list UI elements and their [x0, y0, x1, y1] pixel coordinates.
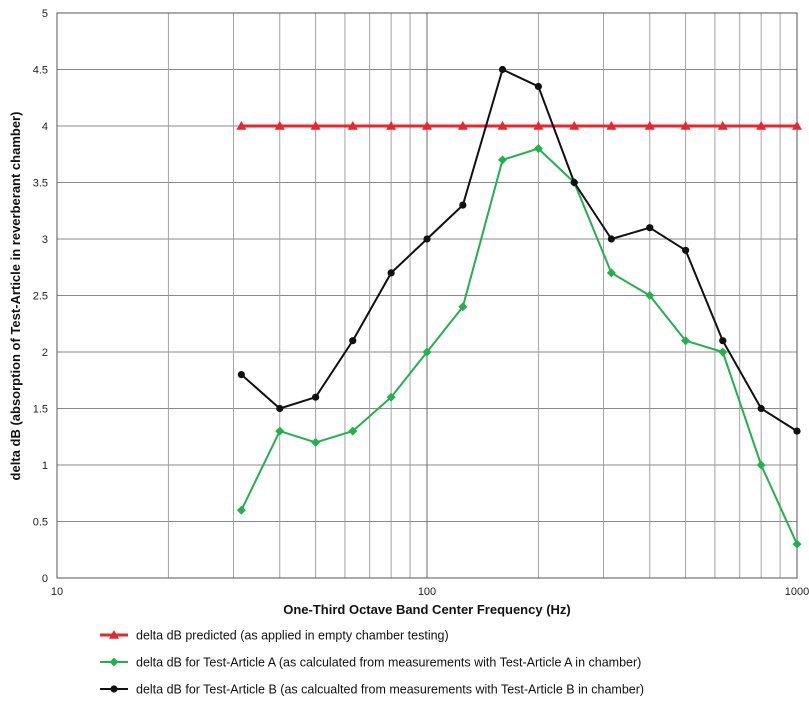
y-tick-label: 0.5: [33, 517, 48, 529]
data-point: [534, 82, 542, 91]
data-point: [646, 224, 654, 232]
y-tick-label: 5: [42, 8, 48, 20]
series: [236, 65, 802, 549]
data-point: [717, 121, 728, 130]
legend-label: delta dB for Test-Article A (as calculat…: [136, 656, 641, 670]
data-point: [756, 460, 766, 470]
data-point: [498, 155, 508, 165]
plot-frame: [56, 12, 798, 579]
data-point: [386, 121, 397, 130]
y-tick-label: 1.5: [33, 404, 48, 416]
data-point: [533, 144, 543, 154]
legend: delta dB predicted (as applied in empty …: [100, 629, 644, 697]
data-point: [681, 336, 691, 346]
data-point: [348, 426, 358, 436]
series-1: [236, 121, 802, 130]
data-point: [237, 371, 245, 379]
series-2: [236, 144, 802, 549]
x-axis-title: One-Third Octave Band Center Frequency (…: [283, 602, 571, 617]
y-tick-label: 3.5: [33, 178, 48, 190]
data-point: [645, 291, 655, 300]
data-point: [498, 65, 507, 74]
data-point: [719, 337, 727, 345]
y-tick-label: 4.5: [33, 65, 48, 77]
series-3: [237, 65, 801, 435]
data-point: [236, 505, 246, 515]
data-point: [386, 392, 396, 402]
data-point: [310, 121, 321, 130]
grid: [56, 12, 798, 579]
y-tick-label: 4: [42, 121, 48, 133]
data-point: [347, 121, 358, 130]
legend-item-2: delta dB for Test-Article A (as calculat…: [100, 656, 641, 670]
data-point: [275, 426, 285, 436]
data-point: [422, 347, 432, 357]
series-line: [240, 68, 798, 432]
legend-item-1: delta dB predicted (as applied in empty …: [100, 629, 449, 643]
data-point: [236, 121, 247, 130]
data-point: [680, 121, 691, 130]
data-point: [757, 404, 765, 413]
data-point: [349, 337, 357, 345]
data-point: [274, 121, 285, 130]
y-tick-label: 0: [42, 573, 48, 585]
y-tick-label: 2: [42, 347, 48, 359]
data-point: [792, 539, 802, 549]
y-tick-label: 3: [42, 234, 48, 246]
data-point: [109, 630, 119, 639]
data-point: [422, 121, 432, 130]
data-point: [644, 121, 655, 130]
data-point: [570, 178, 578, 187]
y-tick-label: 1: [42, 460, 48, 472]
series-line: [240, 147, 798, 545]
legend-label: delta dB for Test-Article B (as calcualt…: [136, 683, 644, 697]
x-tick-label: 1000: [785, 586, 809, 598]
data-point: [423, 235, 431, 243]
x-tick-label: 100: [418, 586, 436, 598]
data-point: [606, 121, 617, 130]
legend-label: delta dB predicted (as applied in empty …: [136, 629, 449, 643]
data-point: [793, 427, 801, 435]
data-point: [497, 121, 508, 130]
y-axis-title: delta dB (absorption of Test-Article in …: [8, 112, 23, 481]
data-point: [110, 685, 118, 693]
data-point: [312, 393, 320, 401]
data-point: [756, 121, 767, 130]
x-tick-label: 10: [51, 586, 63, 598]
data-point: [607, 235, 615, 243]
data-point: [109, 657, 119, 667]
data-point: [533, 121, 544, 130]
data-point: [718, 347, 728, 357]
data-point: [457, 121, 468, 130]
data-point: [792, 121, 802, 130]
data-point: [682, 246, 690, 254]
data-point: [458, 302, 468, 312]
data-point: [276, 404, 284, 413]
data-point: [606, 268, 616, 278]
data-point: [311, 437, 321, 447]
legend-item-3: delta dB for Test-Article B (as calcualt…: [100, 683, 644, 697]
tick-labels: 0 0.5 1 1.5 2 2.5 3 3.5 4 4.5 5 10 100 1000: [33, 8, 809, 598]
data-point: [459, 201, 467, 209]
data-point: [387, 269, 395, 277]
y-tick-label: 2.5: [33, 291, 48, 303]
data-point: [569, 121, 580, 130]
